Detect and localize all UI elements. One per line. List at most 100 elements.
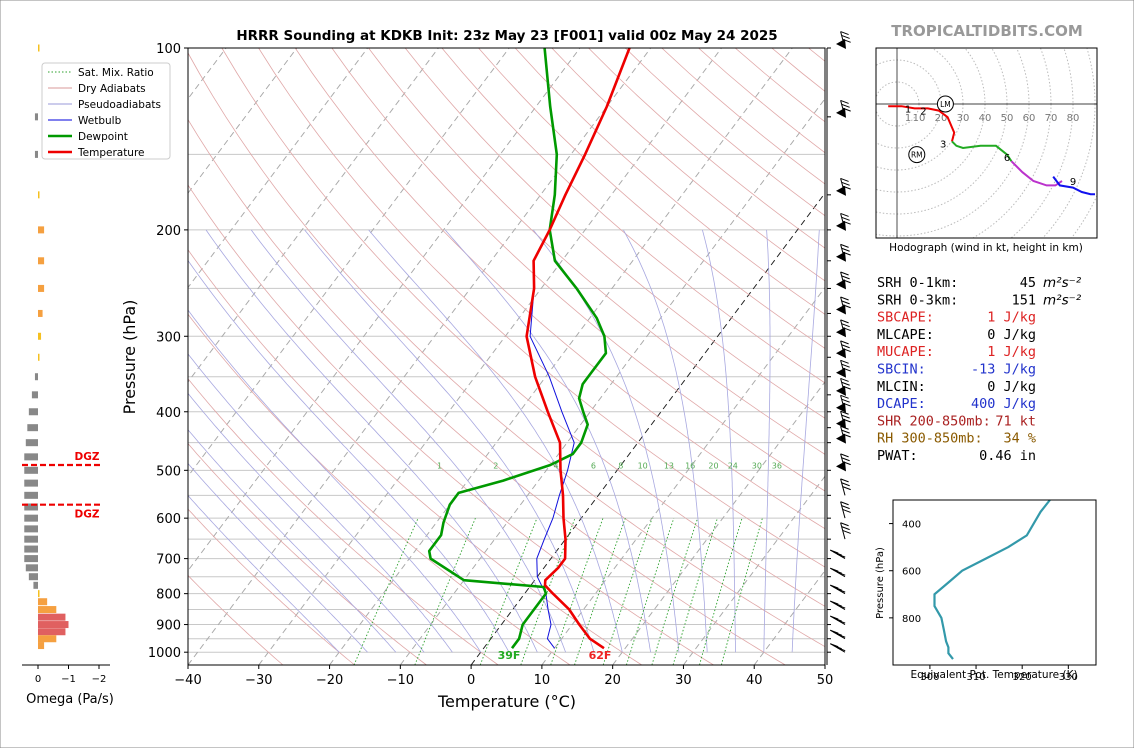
- index-value: -13 J/kg: [971, 362, 1036, 378]
- omega-bar: [29, 573, 38, 580]
- dgz-label: DGZ: [75, 451, 100, 463]
- skewt-x-label: Temperature (°C): [437, 692, 576, 711]
- index-label: SRH 0-1km:: [877, 275, 958, 291]
- x-tick-label: −10: [387, 673, 414, 688]
- x-tick-label: 40: [746, 673, 763, 688]
- omega-bar: [24, 536, 38, 543]
- index-label: MLCAPE:: [877, 327, 934, 343]
- y-tick-label: 500: [156, 464, 181, 479]
- mixing-ratio-label: 20: [708, 461, 718, 470]
- omega-bar: [24, 555, 38, 562]
- index-label: RH 300-850mb:: [877, 431, 983, 447]
- omega-bar: [38, 285, 44, 292]
- omega-bar: [38, 191, 40, 198]
- x-tick-label: −30: [245, 673, 272, 688]
- mixing-ratio-label: 6: [591, 461, 596, 470]
- omega-bar: [38, 226, 44, 233]
- omega-bar: [33, 582, 38, 589]
- omega-bar: [38, 354, 40, 361]
- hodograph-ring-label: 50: [1001, 113, 1014, 124]
- mixing-ratio-label: 10: [638, 461, 648, 470]
- mixing-ratio-label: 36: [772, 461, 782, 470]
- hodograph-ring-label: 60: [1023, 113, 1036, 124]
- index-label: MLCIN:: [877, 379, 926, 395]
- index-label: DCAPE:: [877, 396, 926, 412]
- x-tick-label: −40: [174, 673, 201, 688]
- hodograph-height-label: 3: [940, 140, 946, 151]
- omega-bar: [35, 113, 38, 120]
- omega-bar: [38, 606, 56, 613]
- omega-bar: [38, 590, 40, 597]
- dgz-label: DGZ: [75, 509, 100, 521]
- x-tick-label: 10: [534, 673, 551, 688]
- theta-e-y-tick-label: 400: [902, 520, 921, 531]
- index-value: 0 J/kg: [987, 327, 1036, 343]
- omega-bar: [38, 598, 47, 605]
- omega-bar: [38, 635, 56, 642]
- index-value: 400 J/kg: [971, 396, 1036, 412]
- mixing-ratio-label: 30: [752, 461, 762, 470]
- omega-bar: [38, 642, 44, 649]
- omega-bar: [35, 373, 38, 380]
- y-tick-label: 200: [156, 224, 181, 239]
- index-label: PWAT:: [877, 448, 918, 464]
- x-tick-label: 20: [604, 673, 621, 688]
- x-tick-label: −20: [316, 673, 343, 688]
- omega-x-label: Omega (Pa/s): [26, 692, 114, 707]
- index-value: 45: [1020, 275, 1036, 291]
- y-tick-label: 600: [156, 512, 181, 527]
- omega-bar: [24, 453, 38, 460]
- hodograph-height-label: 6: [1004, 153, 1010, 164]
- omega-bar: [38, 621, 69, 628]
- y-tick-label: 1000: [148, 646, 181, 661]
- omega-tick-label: 0: [35, 674, 41, 685]
- omega-bar: [38, 257, 44, 264]
- hodograph-ring-label: 80: [1067, 113, 1080, 124]
- omega-bar: [38, 333, 41, 340]
- legend-label: Pseudoadiabats: [78, 99, 161, 111]
- mixing-ratio-label: 16: [685, 461, 695, 470]
- mixing-ratio-label: 24: [728, 461, 738, 470]
- theta-e-y-tick-label: 800: [902, 614, 921, 625]
- omega-bar: [32, 391, 38, 398]
- hodograph-ring-label: 70: [1045, 113, 1058, 124]
- omega-bar: [24, 492, 38, 499]
- mixing-ratio-label: 8: [618, 461, 623, 470]
- mixing-ratio-label: 2: [493, 461, 498, 470]
- legend-label: Temperature: [77, 147, 145, 159]
- y-tick-label: 400: [156, 406, 181, 421]
- omega-bar: [38, 45, 40, 52]
- sfc-temp-label: 62F: [589, 649, 612, 662]
- y-tick-label: 800: [156, 588, 181, 603]
- theta-e-x-label: Equivalent Pot. Temperature (K): [910, 669, 1077, 681]
- mixing-ratio-label: 1: [437, 461, 442, 470]
- skewt-y-label: Pressure (hPa): [120, 300, 139, 415]
- index-unit: m²s⁻²: [1043, 275, 1082, 291]
- y-tick-label: 900: [156, 619, 181, 634]
- index-label: SRH 0-3km:: [877, 292, 958, 308]
- index-label: SHR 200-850mb:: [877, 413, 991, 429]
- hodograph-height-label: 9: [1070, 177, 1076, 188]
- omega-bar: [38, 310, 43, 317]
- legend-label: Dewpoint: [78, 131, 128, 143]
- omega-bar: [24, 480, 38, 487]
- index-value: 71 kt: [995, 413, 1036, 429]
- omega-bar: [29, 408, 38, 415]
- theta-e-y-label: Pressure (hPa): [875, 547, 886, 619]
- hodograph-ring-label: 40: [979, 113, 992, 124]
- omega-bar: [35, 151, 38, 158]
- omega-bar: [24, 546, 38, 553]
- index-unit: m²s⁻²: [1043, 292, 1082, 308]
- legend-label: Dry Adiabats: [78, 83, 146, 95]
- hodograph-lm-marker-label: LM: [940, 100, 951, 109]
- omega-bar: [38, 628, 65, 635]
- x-tick-label: 50: [817, 673, 834, 688]
- legend-label: Wetbulb: [78, 115, 122, 127]
- omega-tick-label: −2: [92, 674, 107, 685]
- omega-bar: [26, 439, 38, 446]
- omega-tick-label: −1: [61, 674, 76, 685]
- index-value: 34 %: [1003, 431, 1036, 447]
- y-tick-label: 100: [156, 42, 181, 57]
